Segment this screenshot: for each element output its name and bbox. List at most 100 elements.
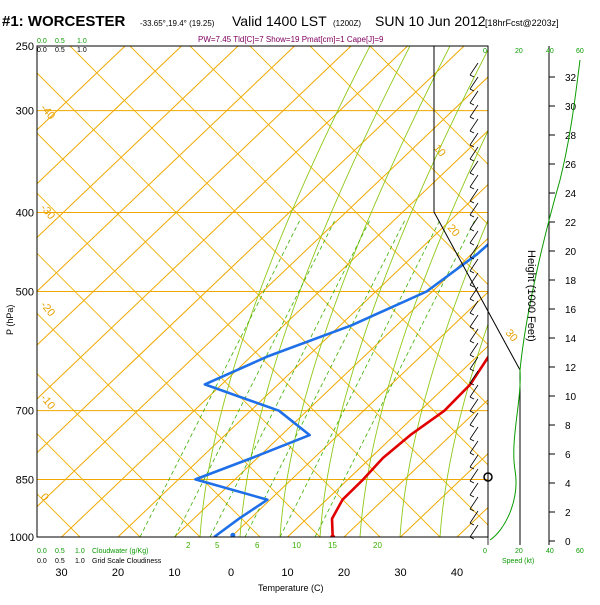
mixing-ratio-label: 15 [328, 541, 337, 550]
height-tick-label: 12 [565, 363, 577, 374]
pressure-tick-label: 700 [16, 406, 34, 418]
height-tick-label: 20 [565, 247, 577, 258]
wind-barb [470, 287, 478, 301]
wind-barb-flag [470, 397, 474, 399]
valid-date: SUN 10 Jun 2012 [375, 13, 486, 29]
wind-barb-staff [470, 413, 478, 425]
height-tick-label: 26 [565, 160, 577, 171]
wind-barb-flag [470, 341, 474, 343]
height-tick-label: 24 [565, 189, 577, 200]
wind-barb-flag [470, 89, 474, 91]
wind-barb-flag [470, 187, 474, 189]
wind-barb-flag [470, 299, 474, 301]
temp-tick-label: 20 [112, 567, 124, 579]
y-axis-title: P (hPa) [5, 305, 15, 335]
wind-barb [470, 315, 478, 329]
cloud-bottom-green-1: 0.5 [55, 548, 65, 555]
mixing-ratio-label: 10 [292, 541, 301, 550]
wind-barb [470, 133, 478, 147]
wind-barb [470, 343, 478, 357]
wind-barb-staff [470, 175, 478, 187]
temp-tick-label: 40 [451, 567, 463, 579]
cloud-top-black-0: 0.0 [37, 47, 47, 54]
wind-barb-staff [470, 343, 478, 355]
wind-barb-flag [470, 215, 474, 217]
pressure-tick-label: 400 [16, 207, 34, 219]
temp-tick-label: 20 [338, 567, 350, 579]
wind-barb-staff [470, 287, 478, 299]
wind-barb-staff [470, 455, 478, 467]
wind-barb-flag [470, 411, 474, 413]
cloud-top-green-2: 1.0 [77, 38, 87, 45]
wind-barb-staff [470, 385, 478, 397]
wind-barb [470, 119, 478, 133]
wind-barb [470, 497, 478, 511]
pressure-tick-label: 1000 [10, 532, 34, 544]
mixing-ratio-label: 6 [255, 541, 260, 550]
wind-barb-staff [470, 525, 478, 537]
temp-tick-label: 0 [228, 567, 234, 579]
wind-barb-flag [470, 243, 474, 245]
height-tick-label: 28 [565, 131, 577, 142]
gridscale-label: Grid Scale Cloudiness [92, 558, 162, 565]
wind-barb-staff [470, 119, 478, 131]
wind-barb-flag [470, 481, 474, 483]
mixing-ratio-line [280, 220, 440, 537]
speed-label: Speed (kt) [502, 558, 534, 565]
wind-barb-flag [470, 75, 474, 77]
cloud-bottom-black-1: 0.5 [55, 558, 65, 565]
wind-barb-staff [470, 217, 478, 229]
height-tick-label: 22 [565, 218, 577, 229]
pressure-tick-label: 850 [16, 474, 34, 486]
wind-barb [470, 427, 478, 441]
wind-barb-flag [470, 425, 474, 427]
isotherm-label: -20 [38, 299, 57, 319]
wind-barb-staff [470, 399, 478, 411]
wind-barb-flag [470, 313, 474, 315]
station-title: #1: WORCESTER [2, 13, 126, 30]
wind-barb [470, 217, 478, 231]
wind-barb-flag [470, 229, 474, 231]
height-tick-label: 14 [565, 334, 577, 345]
speed-bottom-1: 20 [515, 548, 523, 555]
speed-top-2: 40 [546, 48, 554, 55]
wind-barb [470, 483, 478, 497]
isotherm-label: -40 [38, 102, 57, 122]
forecast-info: [18hrFcst@2203z] [485, 18, 559, 28]
pressure-tick-label: 500 [16, 287, 34, 299]
station-coords: -33.65°,19.4° (19.25) [140, 19, 215, 28]
wind-barb-flag [470, 453, 474, 455]
speed-bottom-0: 0 [483, 548, 487, 555]
mixing-ratio-label: 20 [373, 541, 382, 550]
wind-barb-staff [470, 483, 478, 495]
wind-barb [470, 413, 478, 427]
cloud-top-green-1: 0.5 [55, 38, 65, 45]
height-axis-title: Height (1000 Feet) [525, 250, 537, 342]
speed-top-1: 20 [515, 48, 523, 55]
wind-barb-flag [470, 495, 474, 497]
height-tick-label: 0 [565, 537, 571, 548]
cloud-bottom-green-2: 1.0 [75, 548, 85, 555]
cloudwater-label: Cloudwater (g/Kg) [92, 548, 148, 555]
wind-barb-flag [470, 271, 474, 273]
cloud-top-black-2: 1.0 [77, 47, 87, 54]
mixing-ratio-label: 2 [186, 541, 191, 550]
utc-time: (1200Z) [333, 19, 361, 28]
wind-barb-staff [470, 315, 478, 327]
wind-barb-staff [470, 301, 478, 313]
cloud-top-green-0: 0.0 [37, 38, 47, 45]
wind-barb-staff [470, 273, 478, 285]
height-tick-label: 6 [565, 450, 571, 461]
wind-barb-staff [470, 63, 478, 75]
mixing-ratio-label: 5 [215, 541, 220, 550]
isotherm-label: 10 [431, 142, 448, 159]
cloud-bottom-black-2: 1.0 [75, 558, 85, 565]
wind-barb-flag [470, 439, 474, 441]
wind-barb-flag [470, 159, 474, 161]
stability-indices: PW=7.45 Tld[C]=7 Show=19 Pmat[cm]=1 Cape… [198, 35, 384, 44]
cloud-top-black-1: 0.5 [55, 47, 65, 54]
cloud-scale-bottom: 0.0 0.5 1.0 Cloudwater (g/Kg) 0.0 0.5 1.… [37, 548, 162, 565]
isotherm-label: -30 [38, 202, 57, 222]
pressure-tick-label: 300 [16, 106, 34, 118]
wind-barb-flag [470, 355, 474, 357]
